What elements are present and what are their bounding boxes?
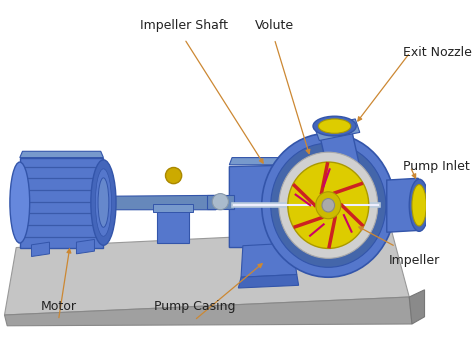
Polygon shape: [20, 158, 103, 247]
Text: Pump Casing: Pump Casing: [154, 300, 235, 313]
Polygon shape: [238, 274, 299, 288]
Text: Exit Nozzle: Exit Nozzle: [403, 46, 472, 59]
Polygon shape: [76, 239, 94, 254]
Ellipse shape: [322, 198, 335, 212]
Text: Motor: Motor: [40, 300, 76, 313]
Polygon shape: [409, 290, 425, 324]
Polygon shape: [207, 195, 234, 209]
Polygon shape: [229, 158, 306, 165]
Ellipse shape: [313, 116, 356, 136]
Ellipse shape: [279, 152, 378, 258]
Ellipse shape: [91, 160, 116, 245]
Ellipse shape: [316, 192, 341, 219]
Text: Pump Inlet: Pump Inlet: [403, 160, 470, 173]
Ellipse shape: [288, 162, 369, 248]
Ellipse shape: [319, 119, 351, 133]
Text: Volute: Volute: [255, 19, 294, 32]
Polygon shape: [387, 178, 418, 232]
Ellipse shape: [262, 133, 395, 277]
Polygon shape: [20, 151, 103, 158]
Polygon shape: [229, 165, 306, 247]
Polygon shape: [4, 297, 412, 326]
Ellipse shape: [271, 143, 386, 267]
Polygon shape: [319, 126, 360, 173]
Polygon shape: [153, 204, 193, 212]
Ellipse shape: [212, 194, 228, 210]
Ellipse shape: [95, 169, 111, 236]
Ellipse shape: [10, 162, 30, 243]
Text: Impeller Shaft: Impeller Shaft: [140, 19, 228, 32]
Ellipse shape: [98, 178, 109, 227]
Polygon shape: [241, 243, 297, 277]
Polygon shape: [157, 207, 189, 243]
Ellipse shape: [409, 179, 429, 231]
Text: Impeller: Impeller: [389, 254, 440, 267]
Polygon shape: [4, 229, 409, 315]
Ellipse shape: [412, 185, 426, 226]
Polygon shape: [103, 195, 216, 210]
Ellipse shape: [165, 168, 182, 184]
Polygon shape: [315, 119, 360, 141]
Polygon shape: [31, 242, 49, 256]
